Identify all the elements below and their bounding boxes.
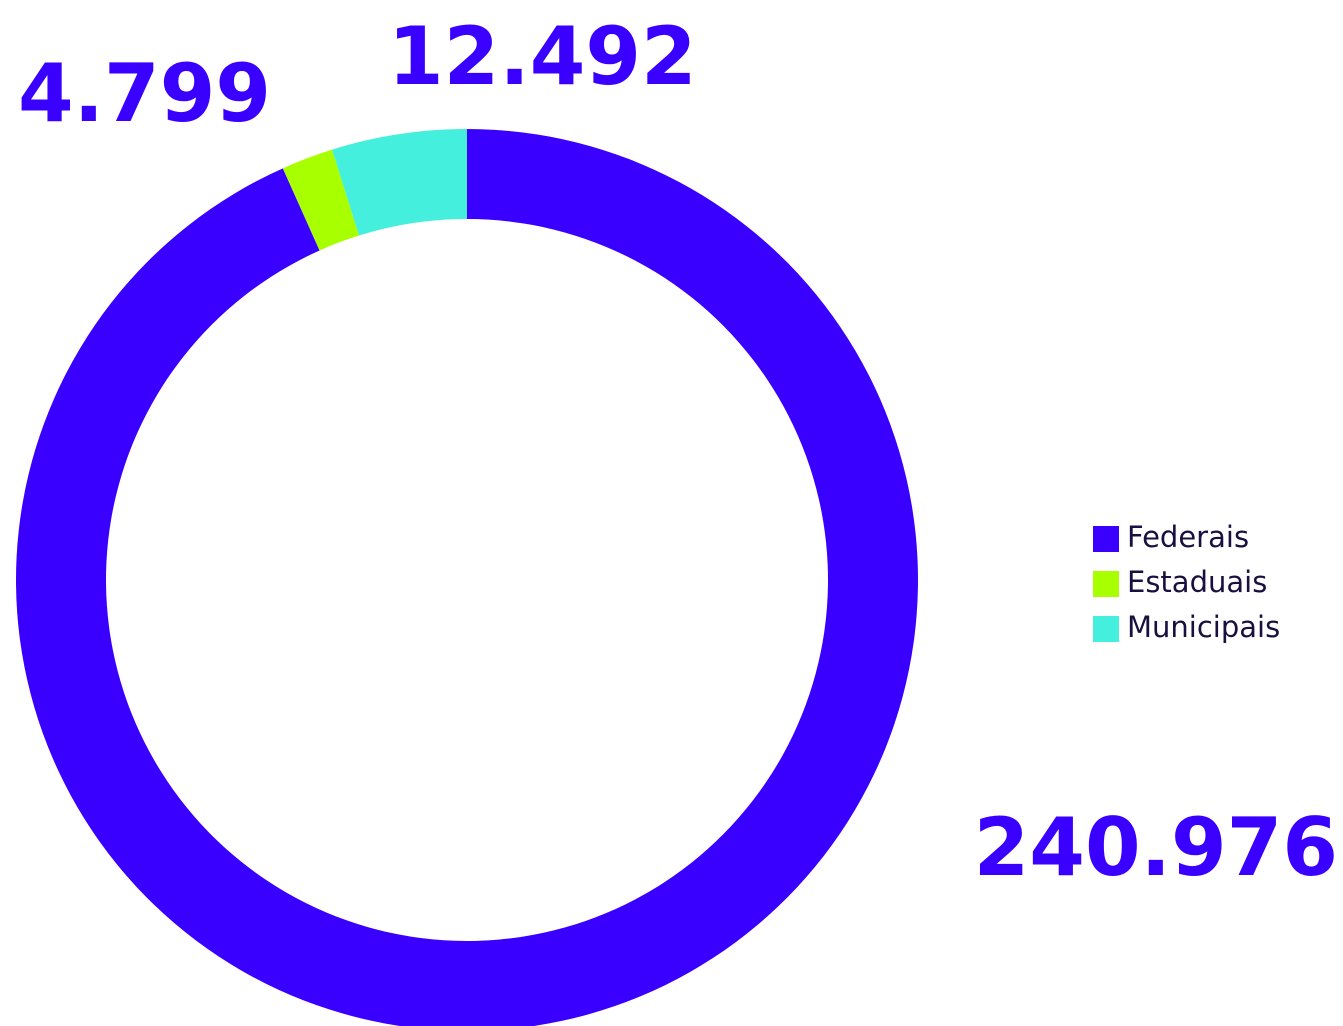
donut-slice xyxy=(332,129,467,236)
legend-label: Estaduais xyxy=(1127,565,1267,599)
legend-swatch xyxy=(1093,571,1119,597)
legend-swatch xyxy=(1093,526,1119,552)
value-label: 12.492 xyxy=(388,10,697,103)
value-label: 4.799 xyxy=(18,47,271,140)
legend-label: Municipais xyxy=(1127,610,1280,644)
value-label: 240.976 xyxy=(974,801,1338,894)
donut-slice xyxy=(282,149,359,251)
legend-label: Federais xyxy=(1127,520,1249,554)
donut-slice xyxy=(16,129,918,1026)
legend-swatch xyxy=(1093,616,1119,642)
